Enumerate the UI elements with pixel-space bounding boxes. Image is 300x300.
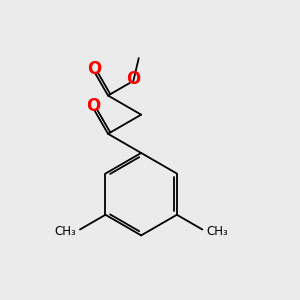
- Text: CH₃: CH₃: [55, 225, 76, 239]
- Text: O: O: [87, 60, 101, 78]
- Text: CH₃: CH₃: [206, 225, 228, 239]
- Text: O: O: [126, 70, 140, 88]
- Text: O: O: [86, 97, 100, 115]
